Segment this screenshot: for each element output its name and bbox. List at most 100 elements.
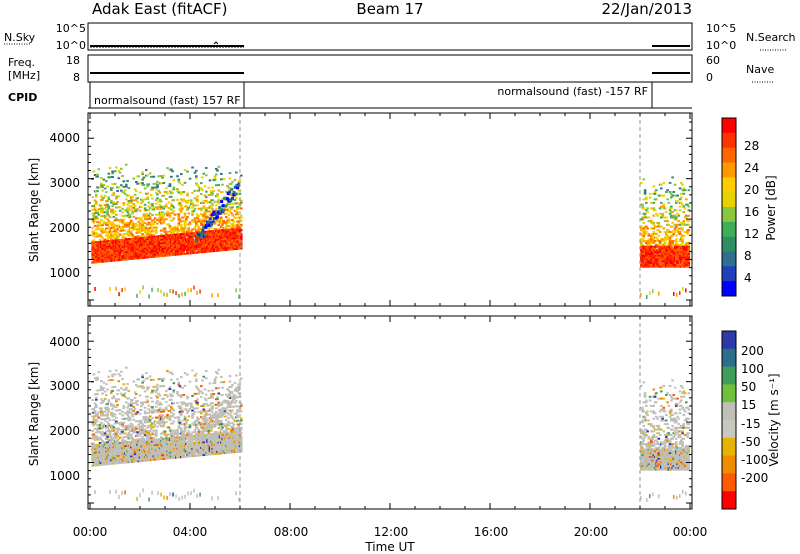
power-cell (641, 243, 644, 246)
velocity-cell (185, 402, 188, 405)
velocity-cell (125, 386, 128, 389)
velocity-cell (152, 436, 156, 439)
power-cell (161, 229, 164, 232)
velocity-cell (173, 416, 177, 419)
power-cell (146, 234, 149, 237)
power-cell (183, 227, 187, 230)
power-cell (666, 220, 669, 223)
power-cell (191, 212, 194, 214)
power-cell (228, 177, 232, 180)
velocity-cell (108, 453, 112, 456)
velocity-cell (148, 435, 152, 438)
power-cell (113, 232, 117, 235)
power-cell (123, 193, 127, 195)
velocity-cell (160, 416, 163, 419)
velocity-cell (107, 417, 111, 420)
velocity-cell (121, 410, 124, 413)
power-cell (143, 222, 147, 224)
velocity-cell (111, 408, 114, 411)
velocity-cell (142, 386, 146, 389)
power-cell (183, 221, 187, 224)
velocity-cell (146, 395, 149, 398)
power-cell (165, 187, 168, 190)
velocity-cell (177, 425, 181, 428)
power-cell (668, 249, 672, 252)
velocity-cell (100, 407, 103, 410)
nsky-panel (87, 22, 693, 51)
power-cell (215, 184, 218, 187)
velocity-cell (158, 407, 162, 410)
velocity-cell (106, 403, 109, 406)
power-cell (130, 232, 133, 235)
power-cell (160, 205, 163, 208)
velocity-cell (118, 423, 122, 426)
power-cell (233, 198, 237, 201)
velocity-cell (107, 379, 111, 382)
velocity-cell (106, 426, 109, 429)
velocity-cell (143, 406, 147, 409)
power-cell (118, 238, 122, 241)
power-cell (96, 235, 99, 238)
power-cell (148, 230, 152, 233)
power-cell (231, 206, 234, 209)
power-cell (671, 211, 674, 213)
velocity-cell (151, 438, 154, 441)
power-cell (212, 244, 216, 247)
power-cell (132, 206, 136, 209)
power-cell (180, 198, 183, 201)
power-cell (671, 176, 674, 179)
power-cell (138, 191, 142, 194)
power-cell (111, 170, 114, 173)
velocity-cell (162, 445, 166, 448)
velocity-cell (182, 401, 186, 404)
power-cell (122, 233, 126, 236)
power-cell (133, 208, 137, 211)
power-cell (95, 215, 98, 218)
velocity-cell (92, 433, 96, 436)
power-cell (217, 224, 221, 227)
power-cell (187, 226, 191, 229)
power-cell (652, 231, 656, 233)
velocity-cell (130, 400, 133, 403)
power-cell (126, 230, 129, 233)
nsearch-tick-bottom: 10^0 (706, 39, 736, 52)
power-cell (222, 238, 226, 241)
power-cell (168, 185, 172, 187)
power-cell (217, 202, 221, 205)
power-cell (240, 174, 243, 177)
power-cell (185, 199, 188, 202)
velocity-cell (131, 429, 134, 432)
power-cell (180, 209, 183, 212)
power-cell (185, 218, 188, 221)
power-cell (143, 198, 147, 201)
power-cell (658, 242, 662, 244)
power-cell (653, 209, 657, 212)
power-cell (162, 207, 166, 210)
velocity-cell (92, 417, 96, 420)
power-cell (673, 245, 677, 248)
velocity-cell (186, 419, 189, 422)
power-cell (96, 221, 99, 224)
velocity-data (91, 316, 691, 509)
power-cell (657, 260, 661, 263)
velocity-cell (131, 424, 134, 427)
velocity-cell (125, 366, 128, 369)
power-cell (647, 242, 651, 244)
velocity-cell (167, 404, 171, 407)
power-cell (118, 171, 122, 174)
power-cell (686, 203, 689, 206)
power-cell (172, 186, 176, 189)
velocity-cell (137, 420, 141, 423)
power-cell (202, 172, 206, 175)
velocity-cell (127, 404, 131, 407)
power-cell (216, 193, 219, 196)
velocity-cell (156, 400, 159, 403)
velocity-cell (147, 431, 151, 434)
velocity-cell (156, 425, 159, 428)
power-cell (186, 170, 189, 173)
power-cell (195, 189, 198, 192)
velocity-cell (143, 401, 147, 404)
power-cell (213, 212, 217, 216)
power-cell (188, 237, 192, 240)
power-cell (93, 219, 97, 222)
